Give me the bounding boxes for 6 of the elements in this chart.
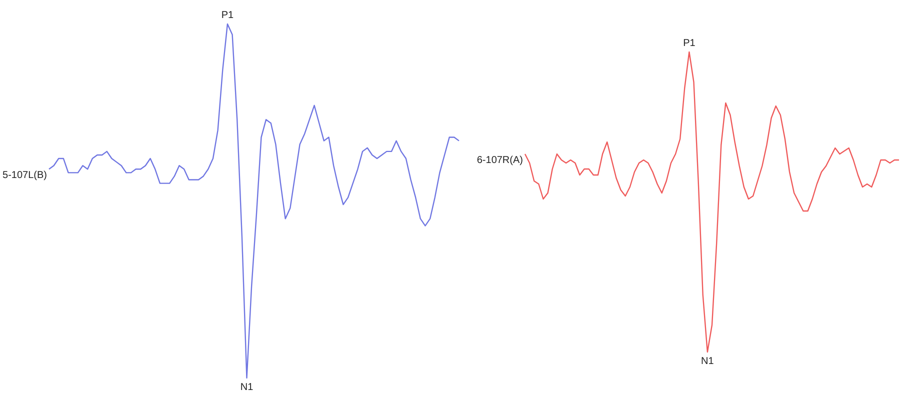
series-label: 5-107L(B) bbox=[2, 170, 47, 182]
annotation: P1 bbox=[221, 10, 234, 21]
series-label: 6-107R(A) bbox=[476, 155, 523, 166]
annotation: N1 bbox=[240, 382, 254, 393]
annotation: P1 bbox=[683, 38, 696, 49]
annotation: N1 bbox=[701, 356, 714, 367]
